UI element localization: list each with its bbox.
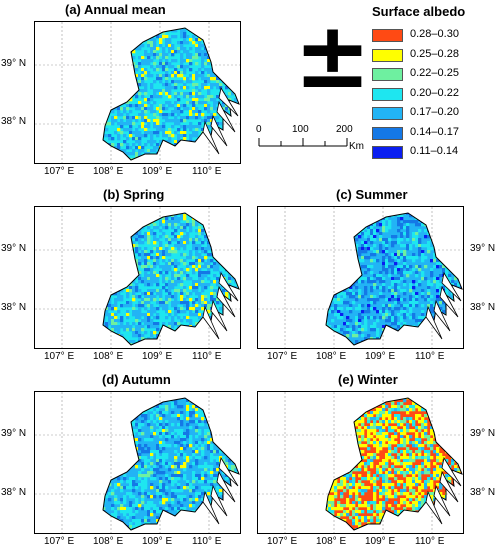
legend-label: 0.17–0.20 <box>410 106 459 118</box>
legend-swatch <box>372 146 403 159</box>
panel-e-ytick-38: 38° N <box>470 487 496 498</box>
panel-b-map <box>34 206 241 349</box>
scale-label-100: 100 <box>292 124 309 135</box>
legend-label: 0.11–0.14 <box>410 145 459 157</box>
panel-c-ytick-39: 39° N <box>470 243 496 254</box>
scale-bar <box>258 138 348 147</box>
legend-swatch <box>372 107 403 120</box>
panel-a-ytick-39: 39° N <box>1 58 27 69</box>
legend-swatch <box>372 29 403 42</box>
legend-label: 0.20–0.22 <box>410 86 459 99</box>
panel-c-xtick-110: 110° E <box>415 351 445 362</box>
panel-b-canvas <box>35 207 240 348</box>
panel-c-title: (c) Summer <box>336 187 408 202</box>
panel-a-title: (a) Annual mean <box>65 2 166 17</box>
panel-b-ytick-39: 39° N <box>1 243 27 254</box>
panel-e-xtick-109: 109° E <box>365 536 396 547</box>
panel-a-canvas <box>35 22 240 163</box>
panel-d-title: (d) Autumn <box>102 372 171 387</box>
panel-c-map <box>257 206 464 349</box>
legend-label: 0.28–0.30 <box>410 28 459 40</box>
panel-b-xtick-109: 109° E <box>142 351 173 362</box>
legend-swatch <box>372 87 403 101</box>
legend-swatch <box>372 48 403 62</box>
panel-e-ytick-39: 39° N <box>470 428 496 439</box>
panel-d-map <box>34 391 241 534</box>
scale-unit: Km <box>349 141 364 152</box>
panel-c-ytick-38: 38° N <box>470 302 496 313</box>
panel-e-title: (e) Winter <box>338 372 398 387</box>
panel-c-xtick-108: 108° E <box>316 351 347 362</box>
panel-b-xtick-107: 107° E <box>44 351 75 362</box>
panel-c-xtick-109: 109° E <box>365 351 396 362</box>
panel-a-xtick-110: 110° E <box>192 166 222 177</box>
panel-b-ytick-38: 38° N <box>1 302 27 313</box>
legend-swatch <box>372 68 403 81</box>
panel-a-xtick-109: 109° E <box>142 166 173 177</box>
panel-a-map <box>34 21 241 164</box>
panel-d-ytick-38: 38° N <box>1 487 27 498</box>
panel-a-ytick-38: 38° N <box>1 116 27 127</box>
panel-d-ytick-39: 39° N <box>1 428 27 439</box>
panel-e-canvas <box>258 392 463 533</box>
panel-e-xtick-110: 110° E <box>415 536 445 547</box>
panel-d-xtick-107: 107° E <box>44 536 75 547</box>
scale-label-200: 200 <box>336 124 353 135</box>
panel-b-title: (b) Spring <box>103 187 165 202</box>
panel-b-xtick-108: 108° E <box>93 351 124 362</box>
panel-a-xtick-107: 107° E <box>44 166 75 177</box>
panel-d-canvas <box>35 392 240 533</box>
panel-b-xtick-110: 110° E <box>192 351 222 362</box>
panel-d-xtick-108: 108° E <box>93 536 124 547</box>
panel-d-xtick-109: 109° E <box>142 536 173 547</box>
legend-label: 0.14–0.17 <box>410 125 459 138</box>
panel-c-xtick-107: 107° E <box>267 351 298 362</box>
legend-label: 0.22–0.25 <box>410 67 459 79</box>
legend-label: 0.25–0.28 <box>410 47 459 60</box>
panel-c-canvas <box>258 207 463 348</box>
legend-title: Surface albedo <box>372 4 466 19</box>
panel-e-xtick-107: 107° E <box>267 536 298 547</box>
legend-swatch <box>372 126 403 140</box>
scale-label-0: 0 <box>256 124 262 135</box>
panel-e-map <box>257 391 464 534</box>
north-arrow-symbol: ± <box>294 2 372 109</box>
panel-e-xtick-108: 108° E <box>316 536 347 547</box>
panel-a-xtick-108: 108° E <box>93 166 124 177</box>
panel-d-xtick-110: 110° E <box>192 536 222 547</box>
